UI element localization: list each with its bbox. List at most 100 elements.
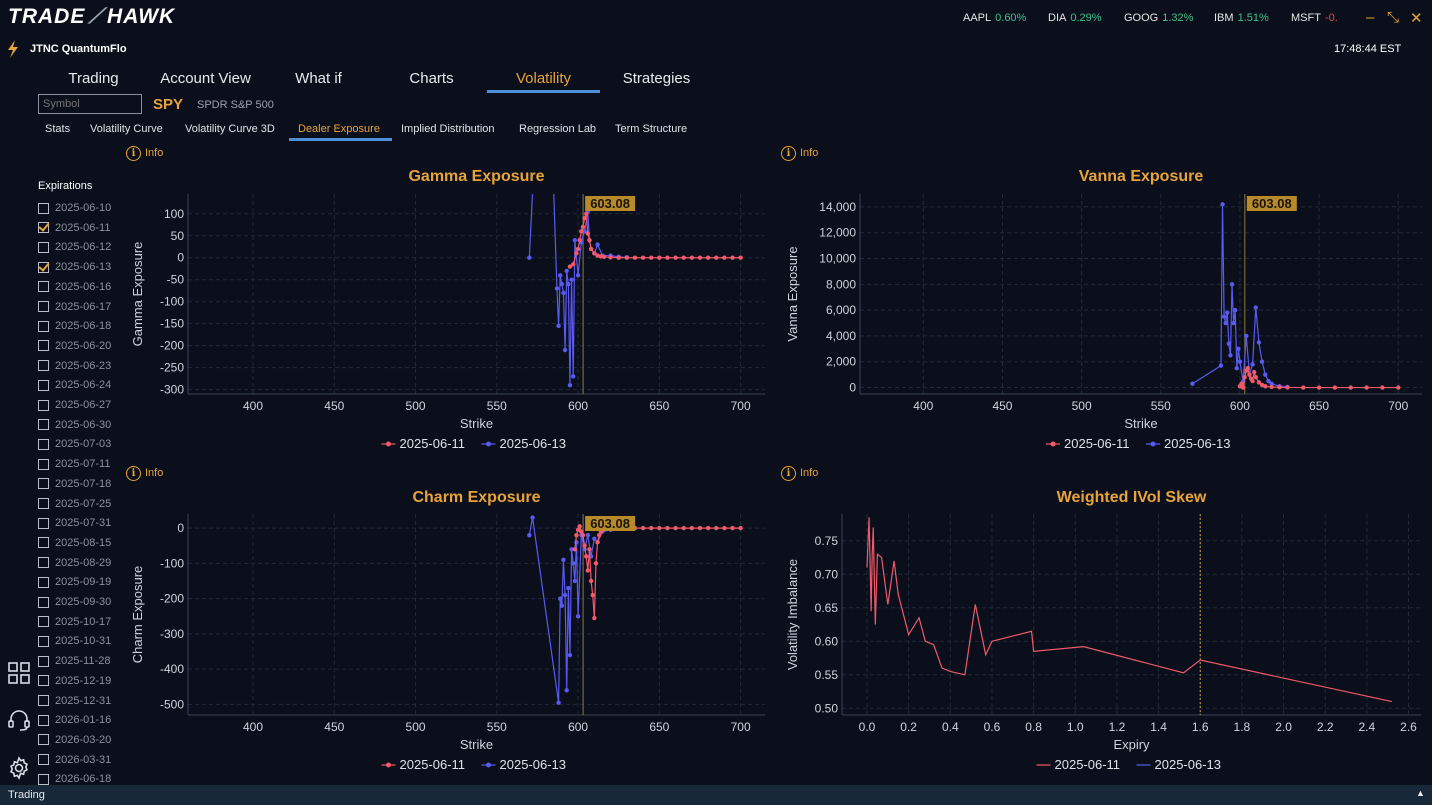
expiration-item[interactable]: 2025-06-23	[38, 360, 111, 372]
expiration-item[interactable]: 2025-11-28	[38, 655, 110, 667]
ticker-msft[interactable]: MSFT -0.	[1291, 12, 1338, 24]
skew-info-button[interactable]: i Info	[781, 466, 818, 481]
expiration-checkbox[interactable]	[38, 241, 49, 253]
expiration-item[interactable]: 2026-01-16	[38, 714, 111, 726]
expiration-checkbox[interactable]	[38, 301, 49, 312]
expiration-checkbox[interactable]	[38, 261, 49, 273]
expiration-checkbox[interactable]	[38, 379, 49, 391]
expiration-checkbox[interactable]	[38, 596, 49, 608]
data-point	[566, 281, 571, 287]
expiration-item[interactable]: 2025-09-30	[38, 596, 111, 608]
expiration-item[interactable]: 2025-12-31	[38, 695, 111, 707]
tab-strategies[interactable]: Strategies	[622, 70, 691, 87]
expiration-checkbox[interactable]	[38, 399, 49, 411]
expiration-checkbox[interactable]	[38, 557, 49, 569]
tab-what-if[interactable]: What if	[295, 70, 342, 87]
expiration-item[interactable]: 2025-06-20	[38, 340, 111, 352]
expiration-checkbox[interactable]	[38, 360, 49, 372]
expiration-item[interactable]: 2026-03-31	[38, 754, 111, 766]
symbol-input[interactable]	[38, 94, 142, 114]
expiration-checkbox[interactable]	[38, 714, 49, 726]
ticker-ibm[interactable]: IBM 1.51%	[1214, 12, 1269, 24]
headset-icon[interactable]	[7, 708, 31, 732]
expiration-checkbox[interactable]	[38, 419, 49, 431]
expiration-item[interactable]: 2025-09-19	[38, 576, 111, 588]
expiration-item[interactable]: 2025-06-16	[38, 281, 111, 293]
subtab-stats[interactable]: Stats	[45, 123, 71, 135]
tab-trading[interactable]: Trading	[68, 70, 119, 87]
expiration-item[interactable]: 2025-06-18	[38, 320, 111, 332]
x-tick-label: 500	[406, 399, 426, 413]
expiration-checkbox[interactable]	[38, 438, 49, 450]
tab-account-view[interactable]: Account View	[160, 70, 251, 87]
subtab-term-structure[interactable]: Term Structure	[615, 123, 688, 135]
expiration-checkbox[interactable]	[38, 616, 49, 628]
expiration-item[interactable]: 2025-07-03	[38, 438, 111, 450]
subtab-volatility-curve-3d[interactable]: Volatility Curve 3D	[185, 123, 275, 135]
expiration-checkbox[interactable]	[38, 754, 49, 766]
ticker-aapl[interactable]: AAPL 0.60%	[963, 12, 1027, 24]
gear-icon[interactable]	[7, 756, 31, 780]
expiration-checkbox[interactable]	[38, 734, 49, 746]
expiration-item[interactable]: 2025-08-29	[38, 557, 111, 569]
expiration-item[interactable]: 2025-10-17	[38, 616, 111, 628]
expiration-checkbox[interactable]	[38, 458, 49, 470]
ticker-dia[interactable]: DIA 0.29%	[1048, 12, 1102, 24]
charm-exposure-chart[interactable]: Charm Exposure 400 450 500 550 600 650 700 0 -100…	[125, 481, 780, 785]
expiration-checkbox[interactable]	[38, 281, 49, 293]
expiration-item[interactable]: 2025-06-30	[38, 419, 111, 431]
expiration-item[interactable]: 2025-07-25	[38, 498, 111, 510]
expiration-checkbox[interactable]	[38, 655, 49, 667]
expiration-item[interactable]: 2026-03-20	[38, 734, 111, 746]
expiration-item[interactable]: 2025-06-11	[38, 222, 110, 234]
expiration-item[interactable]: 2025-07-11	[38, 458, 110, 470]
data-point	[657, 255, 662, 260]
expiration-item[interactable]: 2025-06-24	[38, 379, 111, 391]
data-point	[1263, 384, 1268, 389]
expiration-item[interactable]: 2025-06-10	[38, 202, 111, 214]
expiration-item[interactable]: 2025-06-17	[38, 301, 111, 313]
expiration-item[interactable]: 2025-10-31	[38, 635, 111, 647]
expiration-item[interactable]: 2025-07-18	[38, 478, 111, 490]
subtab-volatility-curve[interactable]: Volatility Curve	[90, 123, 163, 135]
vanna-info-button[interactable]: i Info	[781, 146, 818, 161]
grid-icon[interactable]	[7, 661, 31, 685]
expiration-checkbox[interactable]	[38, 675, 49, 687]
expiration-checkbox[interactable]	[38, 517, 49, 529]
expiration-item[interactable]: 2025-08-15	[38, 537, 111, 549]
data-point	[1364, 385, 1369, 390]
expiration-item[interactable]: 2026-06-18	[38, 773, 111, 785]
expiration-checkbox[interactable]	[38, 202, 49, 214]
expiration-checkbox[interactable]	[38, 498, 49, 509]
data-point	[585, 532, 591, 538]
expiration-checkbox[interactable]	[38, 576, 49, 588]
expiration-checkbox[interactable]	[38, 537, 49, 549]
expiration-checkbox[interactable]	[38, 320, 49, 332]
status-expand-button[interactable]: ▲	[1416, 788, 1425, 798]
minimize-button[interactable]: –	[1366, 9, 1375, 26]
charm-info-button[interactable]: i Info	[126, 466, 163, 481]
expiration-checkbox[interactable]	[38, 222, 49, 234]
gamma-info-button[interactable]: i Info	[126, 146, 163, 161]
subtab-regression-lab[interactable]: Regression Lab	[519, 123, 597, 135]
ticker-goog[interactable]: GOOG 1.32%	[1124, 12, 1194, 24]
expiration-item[interactable]: 2025-12-19	[38, 675, 111, 687]
weighted-ivol-skew-chart[interactable]: Weighted IVol Skew 0.0 0.2 0.4 0.6 0.8 1.0 1.2 1…	[780, 481, 1432, 785]
subtab-implied-distribution[interactable]: Implied Distribution	[401, 123, 495, 135]
expiration-checkbox[interactable]	[38, 695, 49, 706]
expiration-item[interactable]: 2025-06-13	[38, 261, 111, 273]
restore-button[interactable]: ⤡	[1387, 9, 1400, 26]
expiration-checkbox[interactable]	[38, 478, 49, 490]
expiration-item[interactable]: 2025-07-31	[38, 517, 111, 529]
tab-volatility[interactable]: Volatility	[515, 70, 572, 87]
tab-charts[interactable]: Charts	[409, 70, 454, 87]
vanna-exposure-chart[interactable]: Vanna Exposure 400 450 500 550 600 650 700 14,00…	[780, 160, 1432, 465]
subtab-dealer-exposure[interactable]: Dealer Exposure	[298, 123, 380, 135]
expiration-item[interactable]: 2025-06-12	[38, 241, 111, 253]
expiration-item[interactable]: 2025-06-27	[38, 399, 111, 411]
expiration-checkbox[interactable]	[38, 635, 49, 647]
close-button[interactable]: ✕	[1410, 10, 1423, 27]
expiration-checkbox[interactable]	[38, 340, 49, 352]
expiration-checkbox[interactable]	[38, 773, 49, 785]
